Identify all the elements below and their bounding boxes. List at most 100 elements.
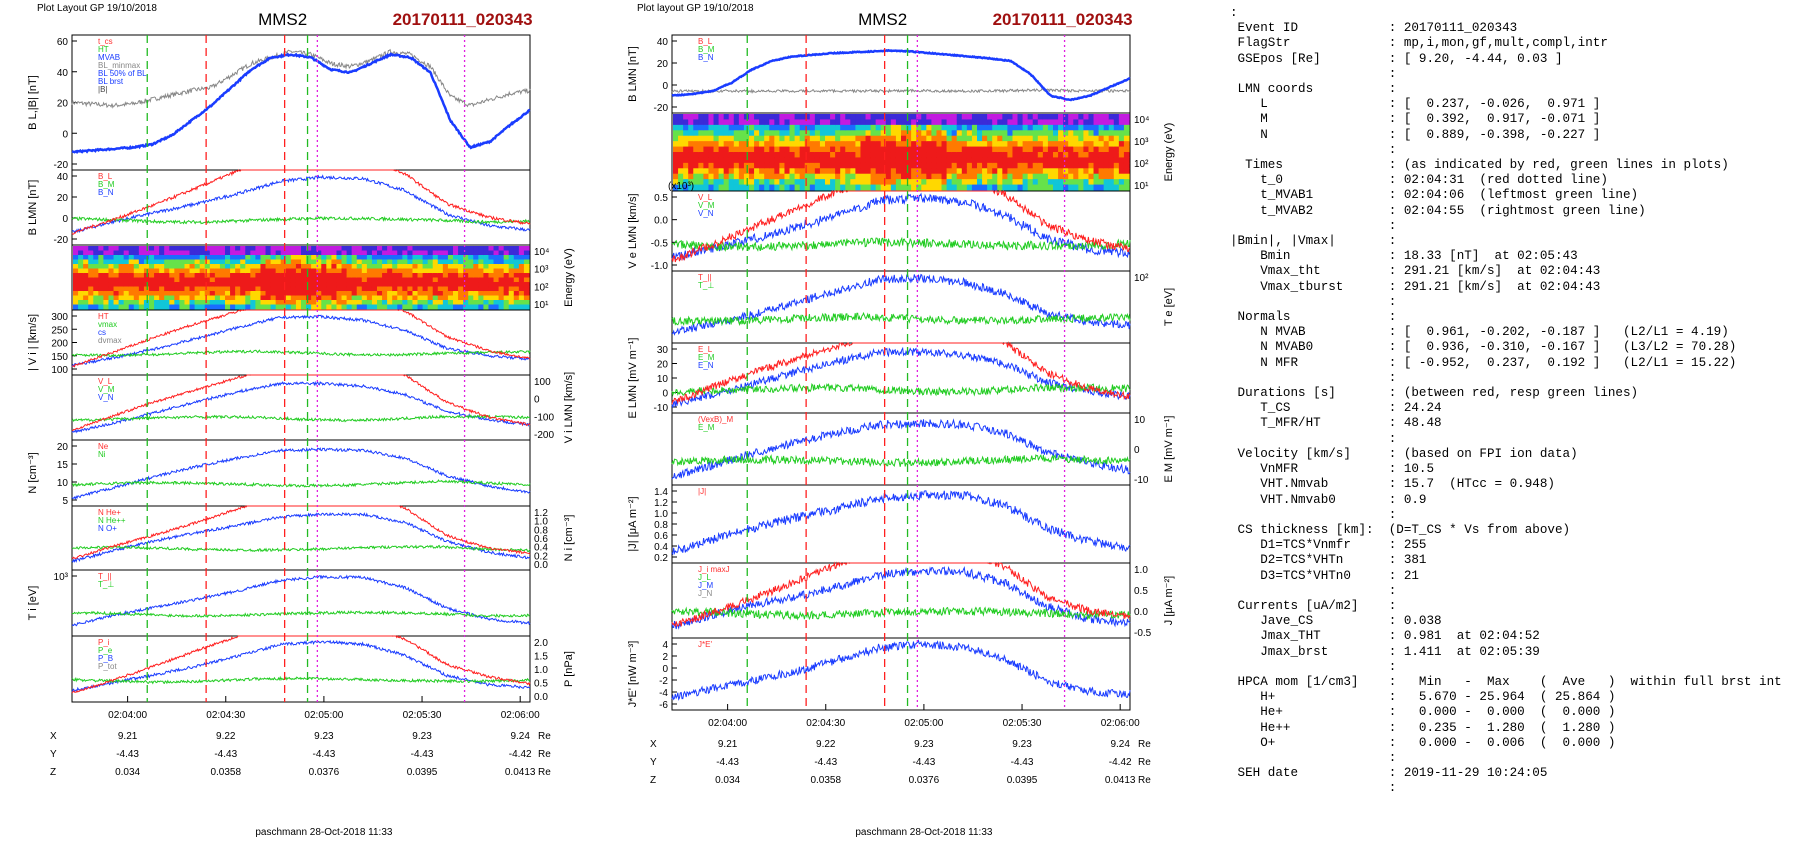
spectrogram-cell: [754, 114, 760, 121]
spectrogram-cell: [1022, 179, 1029, 186]
spectrogram-cell: [1027, 124, 1034, 131]
spectrogram-cell: [946, 184, 953, 191]
spectrogram-cell: [1083, 168, 1090, 175]
spectrogram-cell: [523, 295, 530, 301]
spectrogram-cell: [966, 162, 973, 169]
spectrogram-cell: [93, 282, 99, 288]
spectrogram-cell: [73, 246, 79, 252]
spectrogram-cell: [895, 173, 902, 180]
spectrogram-cell: [743, 184, 750, 191]
y-tick-label: 20: [57, 99, 69, 110]
spectrogram-cell: [427, 264, 434, 270]
spectrogram-cell: [174, 264, 180, 270]
spectrogram-cell: [326, 295, 332, 301]
spectrogram-cell: [936, 124, 943, 131]
spectrogram-cell: [118, 277, 125, 283]
spectrogram-cell: [759, 173, 765, 180]
spectrogram-cell: [377, 246, 383, 252]
spectrogram-cell: [458, 246, 464, 252]
y-tick-label: 100: [51, 365, 68, 376]
spectrogram-cell: [143, 277, 150, 283]
spectrogram-cell: [417, 273, 424, 279]
spectrogram-cell: [977, 141, 983, 148]
spectrogram-cell: [936, 152, 943, 159]
spectrogram-cell: [703, 162, 710, 169]
spectrogram-cell: [306, 250, 312, 256]
spectrogram-cell: [713, 135, 720, 142]
spectrogram-cell: [875, 119, 882, 126]
y-tick-label: 30: [657, 345, 669, 356]
spectrogram-cell: [184, 282, 191, 288]
spectrogram-cell: [956, 179, 963, 186]
spectrogram-cell: [708, 152, 715, 159]
spectrogram-cell: [108, 282, 115, 288]
spectrogram-cell: [1123, 157, 1130, 164]
spectrogram-cell: [169, 273, 175, 279]
spectrogram-cell: [437, 264, 444, 270]
spectrogram-cell: [473, 268, 479, 274]
spectrogram-cell: [214, 246, 221, 252]
spectrogram-cell: [493, 250, 500, 256]
legend-entry: P_e: [98, 646, 113, 655]
spectrogram-cell: [346, 304, 353, 310]
spectrogram-cell: [1012, 179, 1019, 186]
spectrogram-cell: [784, 184, 791, 191]
spectrogram-cell: [906, 184, 912, 191]
trace-blue: [71, 52, 531, 154]
spectrogram-cell: [971, 130, 978, 137]
spectrogram-cell: [123, 286, 130, 292]
spectrogram-cell: [255, 300, 262, 306]
legend-entry: Ne: [98, 442, 109, 451]
legend-entry: V_N: [98, 393, 114, 402]
trace: [71, 634, 531, 694]
spectrogram-cell: [784, 114, 791, 121]
spectrogram-cell: [1022, 184, 1029, 191]
spectrogram-cell: [1027, 184, 1034, 191]
spectrogram-cell: [336, 273, 343, 279]
spectrogram-cell: [880, 146, 887, 153]
panel-ylabel-right: Energy (eV): [563, 248, 575, 307]
spectrogram-cell: [784, 162, 791, 169]
y-tick-label: -2: [659, 676, 668, 687]
spectrogram-cell: [209, 300, 216, 306]
spectrogram-cell: [1058, 184, 1064, 191]
position-value: 0.0413: [505, 767, 536, 778]
spectrogram-cell: [392, 300, 398, 306]
spectrogram-cell: [366, 300, 373, 306]
spectrogram-cell: [1093, 173, 1100, 180]
spectrogram-cell: [209, 255, 216, 261]
spectrogram-cell: [698, 119, 704, 126]
spectrogram-cell: [794, 179, 801, 186]
y-tick-label-right: 0.6: [534, 534, 548, 545]
spectrogram-cell: [518, 264, 525, 270]
spectrogram-cell: [311, 282, 317, 288]
spectrogram-cell: [1032, 135, 1039, 142]
spectrogram-cell: [1022, 141, 1029, 148]
spectrogram-cell: [921, 152, 927, 159]
spectrogram-cell: [759, 152, 765, 159]
spectrogram-cell: [382, 295, 388, 301]
spectrogram-cell: [103, 291, 110, 297]
spectrogram-cell: [890, 157, 897, 164]
spectrogram-cell: [351, 295, 358, 301]
spectrogram-cell: [1022, 168, 1029, 175]
spectrogram-cell: [453, 286, 459, 292]
y-tick-label-right: 1.2: [534, 508, 548, 519]
trace: [671, 639, 1131, 701]
spectrogram-cell: [427, 291, 434, 297]
spectrogram-cell: [840, 141, 846, 148]
spectrogram-cell: [73, 259, 79, 265]
spectrogram-cell: [1103, 179, 1110, 186]
spectrogram-cell: [301, 259, 307, 265]
spectrogram-cell: [1093, 141, 1100, 148]
spectrogram-cell: [235, 268, 241, 274]
spectrogram-cell: [814, 162, 821, 169]
spectrogram-cell: [331, 286, 338, 292]
spectrogram-cell: [916, 173, 922, 180]
spectrogram-cell: [1098, 157, 1105, 164]
spectrogram-cell: [926, 114, 932, 121]
spectrogram-cell: [235, 264, 241, 270]
y-tick-label: 20: [657, 360, 669, 371]
spectrogram-cell: [1083, 130, 1090, 137]
spectrogram-cell: [703, 119, 710, 126]
